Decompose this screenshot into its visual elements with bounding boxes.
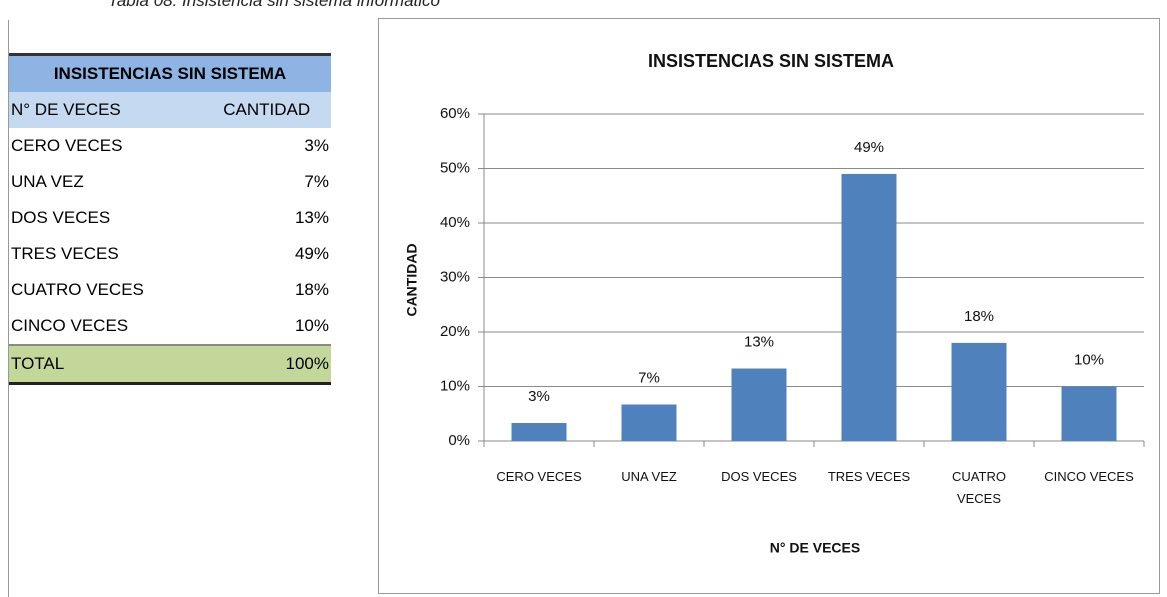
data-label: 3% [528,388,550,405]
row-value: 18% [294,280,329,299]
data-label: 10% [1074,351,1104,368]
bar [731,368,787,441]
x-tick-label: DOS VECES [721,469,797,484]
row-label: CERO VECES [11,136,123,155]
total-label: TOTAL [9,344,203,385]
bar [951,342,1007,441]
data-label: 7% [638,369,660,386]
x-tick-label: CINCO VECES [1044,469,1134,484]
column-header: CANTIDAD [202,92,331,128]
total-value: 100% [202,344,331,385]
row-label: CUATRO VECES [11,280,144,299]
bar [511,423,567,441]
row-value: 3% [304,136,329,155]
chart-title: INSISTENCIAS SIN SISTEMA [648,51,894,71]
row-label: TRES VECES [11,244,119,263]
bar [841,173,897,441]
y-tick-label: 50% [440,159,470,176]
row-value: 13% [294,208,329,227]
bar [621,404,677,441]
data-label: 13% [744,333,774,350]
row-label: CINCO VECES [11,316,129,335]
row-label: UNA VEZ [11,172,84,191]
x-axis-label: N° DE VECES [770,540,860,556]
data-label: 49% [854,139,884,156]
y-tick-label: 30% [440,268,470,285]
column-header: N° DE VECES [9,92,203,128]
sheet-line [8,20,9,597]
table-row: CINCO VECES 10% [9,308,331,345]
x-tick-label: UNA VEZ [621,469,677,484]
y-tick-label: 0% [448,432,470,449]
row-value: 10% [294,316,329,335]
y-tick-label: 20% [440,323,470,340]
caption: Tabla 08: Insistencia sin sistema inform… [108,0,440,10]
row-value: 49% [294,244,329,263]
table-row: TRES VECES 49% [9,236,331,272]
table-row: DOS VECES 13% [9,200,331,236]
x-tick-label: CERO VECES [496,469,582,484]
table-row: CUATRO VECES 18% [9,272,331,308]
table-row: UNA VEZ 7% [9,164,331,200]
y-tick-label: 40% [440,214,470,231]
table-row: CERO VECES 3% [9,128,331,164]
row-label: DOS VECES [11,208,111,227]
chart-frame [378,18,1160,594]
bar [1061,386,1117,441]
y-tick-label: 60% [440,105,470,122]
x-tick-label: CUATRO VECES [952,469,1006,506]
table-title: INSISTENCIAS SIN SISTEMA [9,53,331,92]
y-tick-label: 10% [440,377,470,394]
row-value: 7% [304,172,329,191]
data-label: 18% [964,308,994,325]
x-tick-label: TRES VECES [827,469,911,484]
y-axis-label: CANTIDAD [404,243,420,316]
data-table: INSISTENCIAS SIN SISTEMA N° DE VECES CANT… [9,53,331,385]
